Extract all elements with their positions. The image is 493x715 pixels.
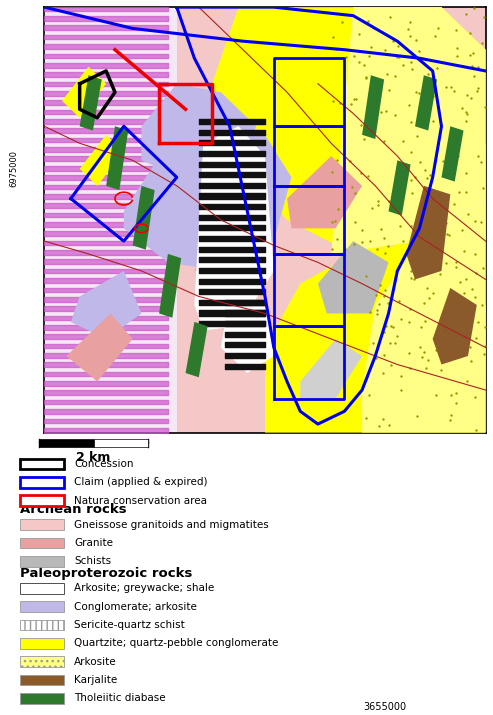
- Text: Claim (applied & expired): Claim (applied & expired): [74, 478, 208, 488]
- Polygon shape: [67, 313, 133, 382]
- Bar: [20, 556, 64, 567]
- Polygon shape: [362, 75, 384, 139]
- Polygon shape: [62, 66, 106, 118]
- Polygon shape: [185, 322, 208, 378]
- Polygon shape: [406, 186, 450, 280]
- Text: Quartzite; quartz-pebble conglomerate: Quartzite; quartz-pebble conglomerate: [74, 638, 279, 649]
- Polygon shape: [71, 271, 141, 339]
- Polygon shape: [433, 288, 477, 365]
- Text: 6975000: 6975000: [9, 150, 18, 187]
- Polygon shape: [194, 127, 274, 330]
- Polygon shape: [265, 199, 486, 433]
- Polygon shape: [388, 160, 411, 216]
- Bar: [20, 538, 64, 548]
- Polygon shape: [106, 127, 128, 190]
- Polygon shape: [318, 241, 388, 313]
- Polygon shape: [44, 7, 176, 433]
- Text: 2 km: 2 km: [76, 451, 111, 464]
- Polygon shape: [159, 254, 181, 317]
- Bar: [20, 583, 64, 593]
- Text: Granite: Granite: [74, 538, 113, 548]
- Polygon shape: [133, 186, 155, 250]
- Text: Arkosite: Arkosite: [74, 656, 116, 666]
- Polygon shape: [44, 7, 486, 433]
- Bar: [20, 675, 64, 686]
- Text: Arkosite; greywacke; shale: Arkosite; greywacke; shale: [74, 583, 214, 593]
- Polygon shape: [415, 75, 437, 131]
- Text: Conglomerate; arkosite: Conglomerate; arkosite: [74, 601, 197, 611]
- Polygon shape: [406, 127, 486, 262]
- Polygon shape: [80, 75, 102, 131]
- Polygon shape: [287, 156, 362, 228]
- Text: Tholeiitic diabase: Tholeiitic diabase: [74, 694, 166, 704]
- Text: Paleoproterozoic rocks: Paleoproterozoic rocks: [20, 567, 192, 580]
- Bar: [20, 638, 64, 649]
- Bar: [20, 601, 64, 612]
- Bar: [20, 519, 64, 530]
- Text: Gneissose granitoids and migmatites: Gneissose granitoids and migmatites: [74, 520, 269, 530]
- Bar: [20, 477, 64, 488]
- Polygon shape: [221, 297, 274, 373]
- Text: Concession: Concession: [74, 459, 134, 469]
- Polygon shape: [420, 284, 486, 398]
- Bar: [94, 439, 148, 447]
- Bar: [20, 693, 64, 704]
- Text: 3655000: 3655000: [363, 702, 406, 712]
- Text: Archean rocks: Archean rocks: [20, 503, 126, 516]
- Polygon shape: [203, 7, 486, 254]
- Bar: [20, 495, 64, 506]
- Text: Schists: Schists: [74, 556, 111, 566]
- Bar: [39, 439, 94, 447]
- Polygon shape: [331, 7, 486, 254]
- Text: Natura conservation area: Natura conservation area: [74, 495, 207, 506]
- Polygon shape: [141, 84, 256, 186]
- Text: Karjalite: Karjalite: [74, 675, 117, 685]
- Polygon shape: [442, 127, 463, 182]
- Polygon shape: [300, 339, 362, 398]
- Polygon shape: [362, 199, 486, 433]
- Polygon shape: [124, 118, 291, 271]
- Text: Sericite-quartz schist: Sericite-quartz schist: [74, 620, 185, 630]
- Bar: [20, 619, 64, 631]
- Bar: [20, 656, 64, 667]
- Polygon shape: [194, 220, 256, 280]
- Polygon shape: [80, 134, 124, 186]
- Bar: [20, 458, 64, 469]
